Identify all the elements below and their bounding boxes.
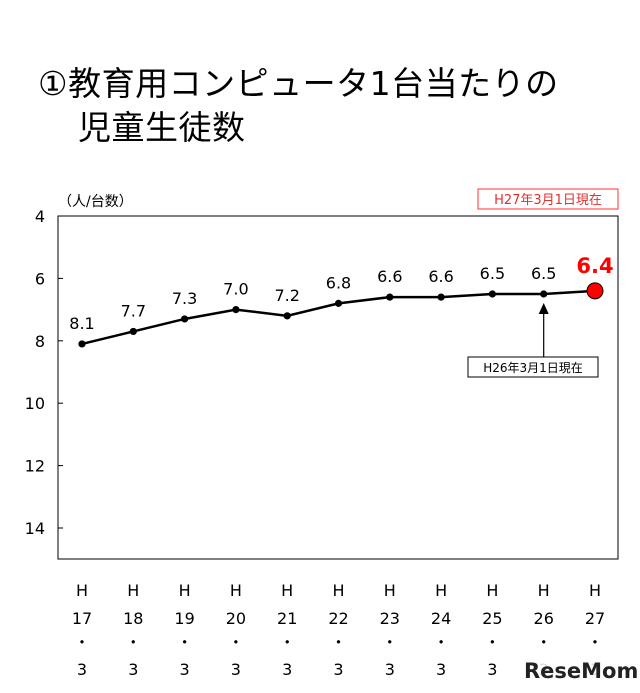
x-tick-label-part: ・	[536, 633, 552, 652]
x-axis: H 17 ・ 3 H 18 ・ 3 H 19 ・ 3 H 20 ・ 3 H 21 ・ 3 H 22 ・ 3 H 23 ・ 3 H 24 ・ 3…	[72, 581, 605, 679]
x-tick-label-part: 17	[72, 609, 92, 628]
x-tick-label-part: 27	[585, 609, 605, 628]
x-tick-label: H 17 ・ 3	[72, 581, 92, 679]
x-tick-label-part: 3	[231, 660, 241, 679]
y-tick-label: 4	[35, 207, 45, 226]
data-point	[129, 327, 137, 336]
x-tick-label-part: ・	[484, 633, 500, 652]
annotation: H26年3月1日現在	[467, 303, 599, 378]
data-point	[437, 293, 445, 301]
annotation-box	[467, 356, 599, 378]
data-label: 6.8	[326, 273, 351, 292]
note-current: H27年3月1日現在	[477, 188, 619, 210]
x-tick-label-part: ・	[433, 633, 449, 652]
note-current-box	[477, 188, 619, 210]
annotation-text: H26年3月1日現在	[483, 361, 583, 375]
x-tick-label-part: H	[384, 581, 396, 600]
x-tick-label-part: H	[127, 581, 139, 600]
x-tick-label-part: ・	[587, 633, 603, 652]
x-tick-label-part: 3	[180, 660, 190, 679]
x-tick-label-part: H	[230, 581, 242, 600]
x-tick-label-part: H	[486, 581, 498, 600]
data-label: 7.0	[223, 280, 248, 299]
y-tick-label: 12	[25, 457, 45, 476]
x-tick-label: H 21 ・ 3	[277, 581, 297, 679]
watermark-bg	[520, 652, 634, 688]
x-tick-label-part: ・	[330, 633, 346, 652]
x-tick-label: H 22 ・ 3	[328, 581, 348, 679]
data-label: 6.6	[377, 267, 402, 286]
x-tick-label-part: H	[332, 581, 344, 600]
x-tick-label: H 19 ・ 3	[174, 581, 194, 679]
x-tick-label-part: 26	[534, 609, 554, 628]
chart-title: ①教育用コンピュータ1台当たりの 児童生徒数	[38, 62, 559, 150]
chart-title-line2: 児童生徒数	[78, 108, 246, 147]
data-label: 6.4	[576, 254, 613, 278]
data-point	[181, 315, 189, 323]
x-tick-label-part: ・	[228, 633, 244, 652]
unit-label: （人/台数）	[58, 194, 133, 210]
chart-title-line1: ①教育用コンピュータ1台当たりの	[38, 64, 559, 103]
data-point	[488, 290, 496, 298]
data-point	[232, 306, 240, 314]
y-axis: 4 6 8 10 12 14	[25, 207, 63, 538]
x-tick-label-part: H	[76, 581, 88, 600]
data-label: 7.7	[121, 301, 146, 320]
x-tick-label-part: H	[435, 581, 447, 600]
data-point	[78, 340, 86, 348]
x-tick-label-part: 21	[277, 609, 297, 628]
y-tick-label: 6	[35, 269, 45, 288]
x-tick-label-part: ・	[125, 633, 141, 652]
x-tick-label-part: H	[538, 581, 550, 600]
x-tick-label-part: H	[589, 581, 601, 600]
series: 8.1 7.7 7.3 7.0 7.2 6.8 6.6 6.6 6.5 6.5 6.4	[69, 254, 614, 348]
x-tick-label-part: 25	[482, 609, 502, 628]
data-label: 6.5	[531, 264, 556, 283]
note-current-text: H27年3月1日現在	[494, 193, 602, 208]
x-tick-label-part: 20	[226, 609, 246, 628]
y-tick-label: 8	[35, 332, 45, 351]
data-point-highlight	[586, 282, 604, 300]
x-tick-label: H 18 ・ 3	[123, 581, 143, 679]
x-tick-label-part: 3	[128, 660, 138, 679]
x-tick-label-part: ・	[279, 633, 295, 652]
data-point	[334, 299, 343, 307]
data-label: 7.3	[172, 289, 197, 308]
x-tick-label-part: H	[281, 581, 293, 600]
data-label: 7.2	[274, 286, 299, 305]
y-tick-label: 10	[25, 394, 45, 413]
data-label: 6.6	[428, 267, 453, 286]
x-tick-label-part: ・	[177, 633, 193, 652]
x-tick-label-part: 3	[487, 660, 497, 679]
x-tick-label-part: ・	[74, 633, 90, 652]
series-line	[81, 289, 596, 346]
x-tick-label-part: 3	[333, 660, 343, 679]
data-point	[283, 312, 291, 320]
x-tick-label-part: 3	[282, 660, 292, 679]
x-tick-label-part: H	[179, 581, 191, 600]
y-tick-label: 14	[25, 519, 45, 538]
watermark-text: ReseMom	[524, 659, 638, 683]
x-tick-label-part: 22	[328, 609, 348, 628]
x-tick-label: H 25 ・ 3	[482, 581, 502, 679]
x-tick-label-part: 3	[436, 660, 446, 679]
x-tick-label: H 23 ・ 3	[380, 581, 400, 679]
x-tick-label-part: 19	[174, 609, 194, 628]
data-label: 6.5	[480, 264, 505, 283]
annotation-arrow-head	[538, 303, 549, 314]
plot-frame	[57, 215, 619, 560]
data-label: 8.1	[69, 314, 94, 333]
data-point	[540, 290, 548, 298]
data-point	[386, 293, 394, 301]
x-tick-label-part: 3	[77, 660, 87, 679]
x-tick-label-part: ・	[382, 633, 398, 652]
x-tick-label-part: 18	[123, 609, 143, 628]
x-tick-label-part: 23	[380, 609, 400, 628]
watermark: ReseMom	[520, 652, 638, 688]
x-tick-label: H 20 ・ 3	[226, 581, 246, 679]
x-tick-label-part: 24	[431, 609, 451, 628]
x-tick-label: H 24 ・ 3	[431, 581, 451, 679]
x-tick-label-part: 3	[385, 660, 395, 679]
